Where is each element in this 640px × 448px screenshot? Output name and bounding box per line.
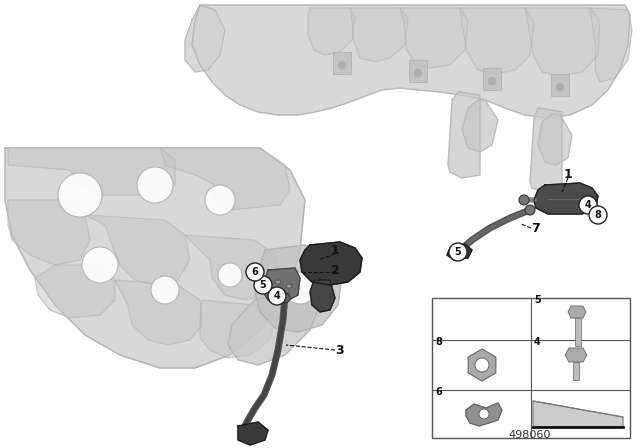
Bar bbox=[483, 68, 501, 90]
Polygon shape bbox=[185, 5, 225, 72]
Circle shape bbox=[525, 205, 535, 215]
Polygon shape bbox=[448, 92, 480, 178]
Circle shape bbox=[137, 167, 173, 203]
Circle shape bbox=[205, 185, 235, 215]
Circle shape bbox=[475, 358, 489, 372]
Circle shape bbox=[579, 196, 597, 214]
Polygon shape bbox=[466, 403, 502, 426]
Polygon shape bbox=[185, 235, 278, 300]
Polygon shape bbox=[460, 8, 534, 74]
Circle shape bbox=[268, 287, 286, 305]
Polygon shape bbox=[530, 108, 562, 192]
Text: 8: 8 bbox=[595, 210, 602, 220]
Polygon shape bbox=[200, 300, 275, 358]
Polygon shape bbox=[5, 148, 305, 368]
Text: 8: 8 bbox=[435, 337, 442, 347]
Polygon shape bbox=[534, 183, 598, 214]
Polygon shape bbox=[350, 8, 408, 62]
Text: 1: 1 bbox=[331, 244, 339, 257]
Circle shape bbox=[218, 263, 242, 287]
Polygon shape bbox=[590, 8, 632, 82]
Text: 5: 5 bbox=[260, 280, 266, 290]
Bar bbox=[573, 362, 579, 380]
Polygon shape bbox=[238, 422, 268, 445]
Polygon shape bbox=[565, 348, 587, 362]
Polygon shape bbox=[538, 114, 572, 165]
Polygon shape bbox=[308, 8, 355, 55]
Polygon shape bbox=[115, 280, 202, 345]
Polygon shape bbox=[462, 100, 498, 152]
Polygon shape bbox=[300, 242, 362, 285]
Circle shape bbox=[479, 409, 489, 419]
Circle shape bbox=[519, 195, 529, 205]
Polygon shape bbox=[310, 280, 335, 312]
Polygon shape bbox=[85, 215, 190, 285]
Polygon shape bbox=[35, 265, 115, 318]
Polygon shape bbox=[533, 401, 623, 427]
Text: 6: 6 bbox=[435, 387, 442, 397]
Bar bbox=[551, 74, 569, 96]
Circle shape bbox=[338, 61, 346, 69]
Text: 2: 2 bbox=[331, 263, 339, 276]
Text: 7: 7 bbox=[532, 221, 540, 234]
Circle shape bbox=[82, 247, 118, 283]
Circle shape bbox=[151, 276, 179, 304]
Polygon shape bbox=[468, 349, 496, 381]
Circle shape bbox=[556, 83, 564, 91]
Polygon shape bbox=[525, 8, 600, 76]
Text: 498060: 498060 bbox=[509, 430, 551, 440]
Polygon shape bbox=[447, 244, 472, 260]
Circle shape bbox=[284, 272, 316, 304]
Text: 4: 4 bbox=[584, 200, 591, 210]
Polygon shape bbox=[192, 5, 630, 118]
Bar bbox=[575, 318, 581, 346]
Text: 6: 6 bbox=[252, 267, 259, 277]
Ellipse shape bbox=[275, 280, 281, 284]
Polygon shape bbox=[160, 148, 290, 210]
Circle shape bbox=[58, 173, 102, 217]
Bar bbox=[409, 60, 427, 82]
Text: 1: 1 bbox=[564, 168, 572, 181]
Polygon shape bbox=[568, 306, 586, 318]
Text: 5: 5 bbox=[454, 247, 461, 257]
Circle shape bbox=[589, 206, 607, 224]
Polygon shape bbox=[255, 245, 342, 332]
Circle shape bbox=[488, 77, 496, 85]
Text: 5: 5 bbox=[534, 295, 541, 305]
Ellipse shape bbox=[286, 284, 292, 288]
Circle shape bbox=[254, 276, 272, 294]
Polygon shape bbox=[262, 268, 300, 302]
Bar bbox=[432, 298, 630, 438]
Polygon shape bbox=[8, 148, 175, 195]
Circle shape bbox=[246, 263, 264, 281]
Circle shape bbox=[414, 69, 422, 77]
Text: 3: 3 bbox=[336, 344, 344, 357]
Bar bbox=[333, 52, 351, 74]
Circle shape bbox=[449, 243, 467, 261]
Text: 4: 4 bbox=[534, 337, 541, 347]
Polygon shape bbox=[400, 8, 468, 68]
Polygon shape bbox=[8, 200, 90, 265]
Polygon shape bbox=[228, 290, 318, 365]
Text: 4: 4 bbox=[274, 291, 280, 301]
Circle shape bbox=[280, 293, 290, 303]
